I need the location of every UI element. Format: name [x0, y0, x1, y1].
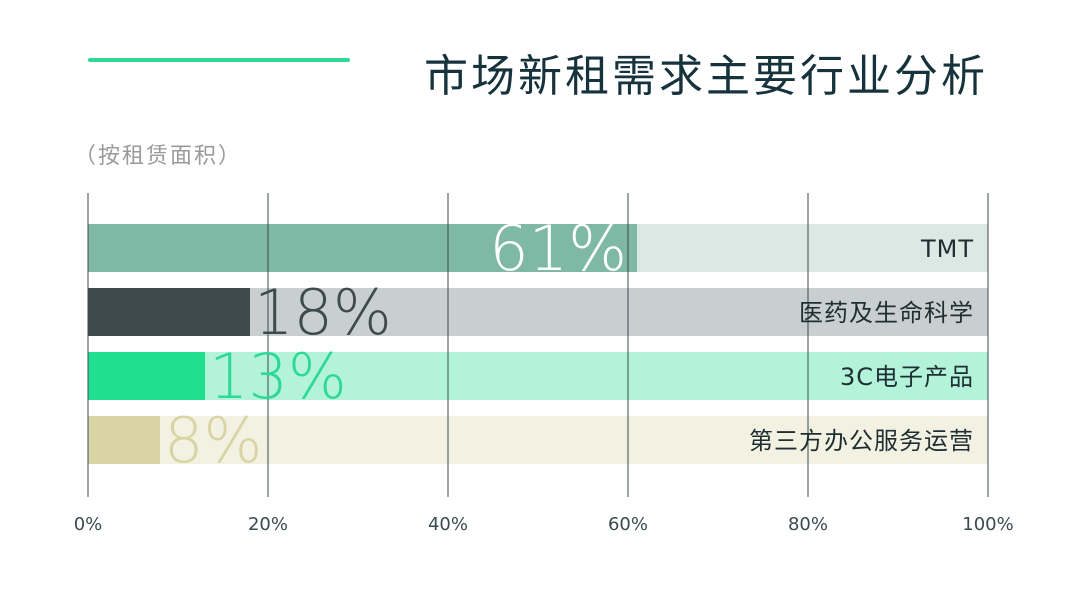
bar-track: [88, 352, 988, 400]
category-label: TMT: [920, 235, 974, 263]
category-label: 3C电子产品: [840, 363, 974, 391]
bar: [88, 288, 250, 336]
value-label: 18%: [254, 276, 392, 349]
chart-subtitle: （按租赁面积）: [74, 144, 243, 169]
x-axis-ticks: 0% 20% 40% 60% 80% 100%: [74, 514, 1014, 535]
x-tick-label: 100%: [962, 514, 1013, 535]
x-tick-label: 40%: [428, 514, 468, 535]
chart-title: 市场新租需求主要行业分析: [424, 51, 988, 102]
gridlines: [87, 193, 989, 497]
value-label: 61%: [489, 212, 627, 285]
category-label: 第三方办公服务运营: [749, 427, 974, 455]
x-tick-label: 60%: [608, 514, 648, 535]
title-accent-line: [88, 58, 350, 62]
bar: [88, 224, 637, 272]
value-label: 8%: [164, 404, 262, 477]
value-labels: 61% 18%13%8%: [164, 212, 627, 477]
x-tick-label: 0%: [74, 514, 103, 535]
bar-track: [88, 416, 988, 464]
bar: [88, 352, 205, 400]
bar: [88, 416, 160, 464]
bars: [88, 224, 637, 464]
x-tick-label: 20%: [248, 514, 288, 535]
value-label: 13%: [209, 340, 347, 413]
x-tick-label: 80%: [788, 514, 828, 535]
category-label: 医药及生命科学: [799, 299, 974, 327]
